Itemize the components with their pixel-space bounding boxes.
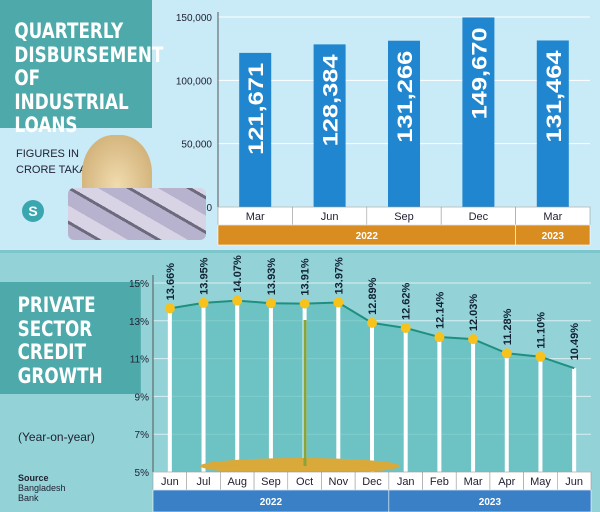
bar <box>313 44 346 208</box>
data-label: 12.62% <box>401 282 413 320</box>
data-label: 13.93% <box>266 258 278 296</box>
source-label: Source <box>18 473 49 483</box>
title-line: PRIVATE <box>17 293 96 317</box>
year-label: 2022 <box>260 497 283 508</box>
year-label: 2023 <box>542 231 565 242</box>
bar-value-label: 128,384 <box>320 54 343 146</box>
x-tick-label: Mar <box>246 211 265 223</box>
industrial-loans-title: QUARTERLY DISBURSEMENT OF INDUSTRIAL LOA… <box>0 0 164 137</box>
data-label: 14.07% <box>232 255 244 293</box>
y-tick-label: 100,000 <box>176 76 213 87</box>
x-tick-label: Mar <box>464 476 483 488</box>
title-line: OF INDUSTRIAL <box>14 66 129 114</box>
data-point <box>232 295 243 306</box>
x-tick-label: Jun <box>321 211 339 223</box>
bar-value-label: 131,464 <box>543 50 566 142</box>
data-point <box>367 317 377 328</box>
data-point <box>501 348 512 359</box>
note-line: FIGURES IN <box>16 148 79 160</box>
title-line: GROWTH <box>17 363 103 388</box>
x-tick-label: Jun <box>161 476 179 488</box>
cash-bundles-illustration <box>68 188 206 240</box>
yoy-note: (Year-on-year) <box>18 430 95 444</box>
bar-value-label: 131,266 <box>394 51 417 143</box>
x-tick-label: Jun <box>565 476 583 488</box>
bar <box>239 52 272 208</box>
x-tick-label: May <box>530 476 551 488</box>
source-note: Source Bangladesh Bank <box>18 473 66 503</box>
data-point <box>265 298 276 309</box>
data-label: 11.28% <box>502 308 514 345</box>
x-tick-label: Aug <box>227 476 247 488</box>
data-point <box>299 298 310 309</box>
y-tick-label: 50,000 <box>181 140 212 151</box>
y-tick-label: 0 <box>206 203 212 214</box>
data-point <box>468 334 479 345</box>
data-label: 10.49% <box>569 323 581 361</box>
note-line: CRORE TAKA <box>16 164 87 176</box>
x-tick-label: Oct <box>296 476 313 488</box>
x-tick-label: Sep <box>394 211 414 223</box>
y-tick-label: 9% <box>135 392 150 403</box>
bar <box>388 40 420 207</box>
data-label: 13.97% <box>333 257 345 295</box>
x-tick-label: Dec <box>362 476 382 488</box>
source-line: Bank <box>18 493 39 503</box>
data-label: 12.14% <box>434 292 446 330</box>
x-tick-label: Feb <box>430 476 449 488</box>
year-label: 2022 <box>356 231 379 242</box>
year-band <box>388 489 592 512</box>
data-label: 13.91% <box>300 258 312 296</box>
bar-value-label: 149,670 <box>468 27 491 119</box>
bar <box>462 17 495 207</box>
y-tick-label: 13% <box>129 317 149 328</box>
x-tick-label: Jul <box>197 476 211 488</box>
title-line: QUARTERLY <box>14 19 124 43</box>
y-tick-label: 150,000 <box>176 13 213 24</box>
title-line: SECTOR <box>17 316 93 341</box>
coins-illustration <box>200 458 400 474</box>
y-tick-label: 5% <box>135 468 150 479</box>
y-tick-label: 7% <box>135 430 150 441</box>
units-note: FIGURES IN CRORE TAKA <box>16 146 87 178</box>
title-line: LOANS <box>14 113 78 138</box>
title-line: CREDIT <box>17 340 87 365</box>
year-label: 2023 <box>479 497 502 508</box>
data-label: 13.66% <box>165 263 177 301</box>
data-label: 13.95% <box>199 257 211 295</box>
bar-value-label: 121,671 <box>245 63 268 155</box>
bar <box>536 40 569 208</box>
title-line: DISBURSEMENT <box>14 42 164 67</box>
data-point <box>198 297 209 308</box>
x-tick-label: Apr <box>498 476 515 488</box>
data-label: 12.03% <box>468 294 480 332</box>
source-line: Bangladesh <box>18 483 66 493</box>
data-point <box>434 332 445 343</box>
x-tick-label: Jan <box>397 476 415 488</box>
x-tick-label: Sep <box>261 476 281 488</box>
data-point <box>164 303 175 314</box>
logo: S <box>22 200 44 222</box>
x-tick-label: Dec <box>469 211 489 223</box>
year-band <box>515 224 591 246</box>
x-tick-label: Nov <box>329 476 349 488</box>
x-tick-label: Mar <box>543 211 562 223</box>
data-label: 11.10% <box>535 312 547 349</box>
y-tick-label: 11% <box>130 355 149 366</box>
data-point <box>535 351 546 362</box>
data-point <box>400 322 411 333</box>
data-label: 12.89% <box>367 277 379 315</box>
data-point <box>333 297 344 308</box>
y-tick-label: 15% <box>129 279 149 290</box>
credit-growth-title: PRIVATE SECTOR CREDIT GROWTH <box>0 282 141 394</box>
